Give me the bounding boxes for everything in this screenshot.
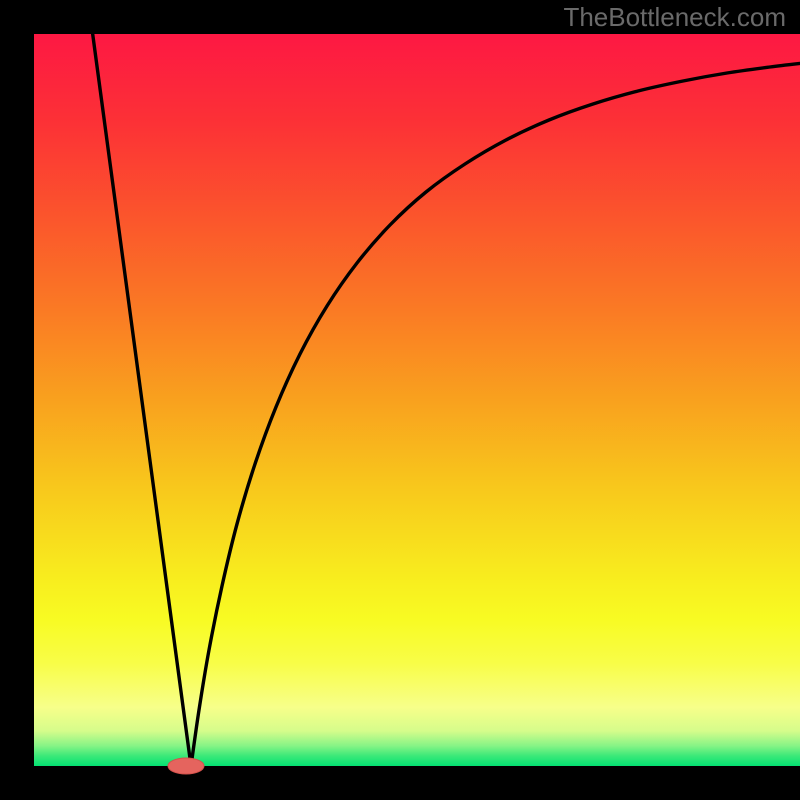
chart-svg	[0, 0, 800, 800]
bottleneck-chart: TheBottleneck.com	[0, 0, 800, 800]
watermark-text: TheBottleneck.com	[563, 2, 786, 33]
bottleneck-marker	[168, 758, 204, 774]
